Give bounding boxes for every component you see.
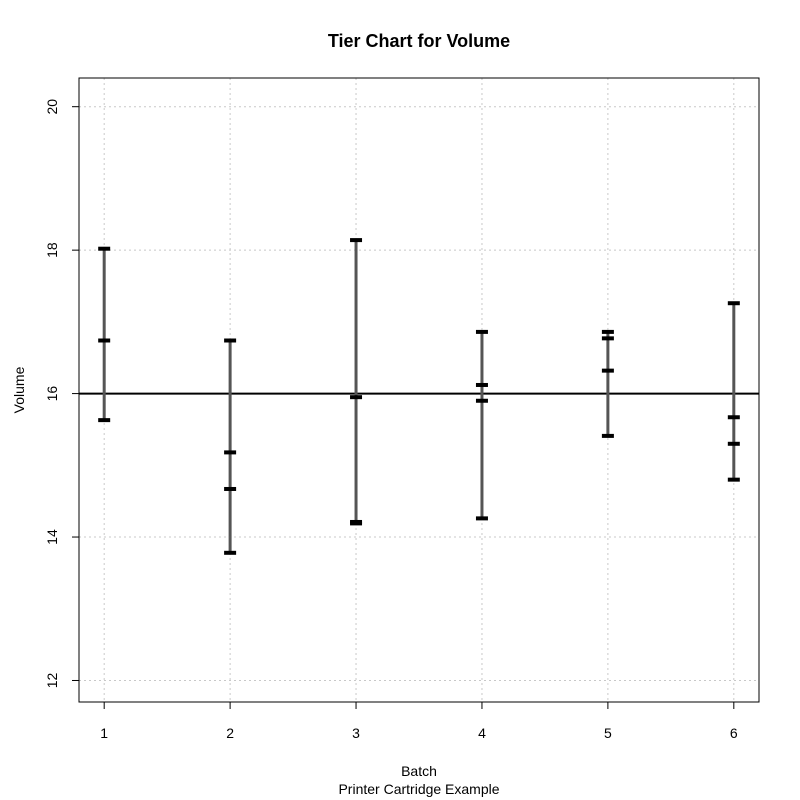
y-axis-label: Volume: [11, 366, 27, 413]
x-tick-label: 3: [352, 725, 360, 741]
y-tick-label: 12: [44, 672, 60, 688]
x-tick-label: 6: [730, 725, 738, 741]
x-axis: 1 2 3 4 5 6: [100, 702, 738, 741]
x-tick-label: 1: [100, 725, 108, 741]
y-axis: 12 14 16 18 20: [44, 99, 79, 688]
observation-layer: [98, 238, 740, 555]
y-tick-label: 18: [44, 242, 60, 258]
y-tick-label: 14: [44, 529, 60, 545]
plot-frame: [78, 77, 760, 703]
y-tick-label: 16: [44, 386, 60, 402]
chart-title: Tier Chart for Volume: [328, 31, 510, 51]
grid-layer: [79, 78, 759, 702]
chart-subtitle: Printer Cartridge Example: [338, 781, 499, 797]
x-tick-label: 2: [226, 725, 234, 741]
x-axis-label: Batch: [401, 763, 437, 779]
x-tick-label: 4: [478, 725, 486, 741]
range-layer: [102, 240, 736, 553]
y-tick-label: 20: [44, 99, 60, 115]
x-tick-label: 5: [604, 725, 612, 741]
